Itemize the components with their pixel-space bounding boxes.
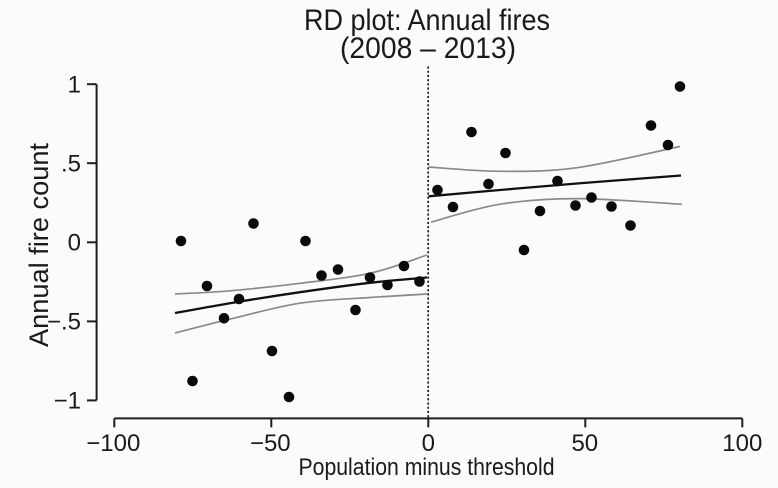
svg-text:−100: −100 (86, 430, 140, 457)
svg-text:−1: −1 (54, 388, 81, 415)
svg-text:.5: .5 (61, 151, 81, 178)
svg-text:100: 100 (722, 430, 762, 457)
svg-text:0: 0 (422, 430, 435, 457)
svg-text:50: 50 (571, 430, 598, 457)
svg-text:RD plot: Annual fires: RD plot: Annual fires (304, 4, 550, 37)
svg-text:−.5: −.5 (47, 309, 81, 336)
svg-text:0: 0 (68, 230, 81, 257)
svg-text:−50: −50 (250, 430, 291, 457)
svg-text:Annual fire count: Annual fire count (24, 142, 54, 347)
svg-text:Population minus threshold: Population minus threshold (299, 454, 555, 481)
svg-text:(2008 – 2013): (2008 – 2013) (340, 32, 516, 65)
svg-text:1: 1 (68, 72, 81, 99)
